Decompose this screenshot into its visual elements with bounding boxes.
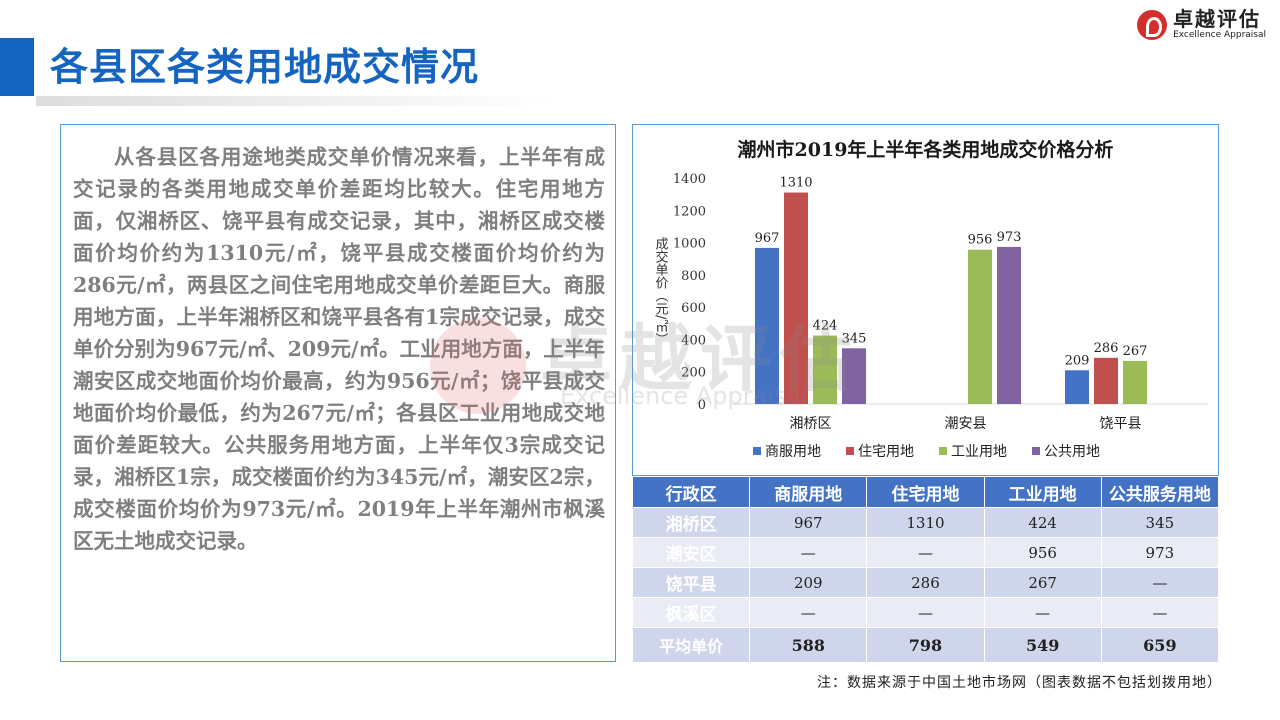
table-header-row: 行政区 商服用地 住宅用地 工业用地 公共服务用地 [631, 476, 1220, 508]
x-tick-label: 潮安县 [945, 416, 987, 432]
legend-swatch [939, 447, 947, 455]
bar-data-label: 286 [1094, 341, 1119, 356]
y-axis-label: 成交单价（元/㎡） [653, 237, 669, 345]
bar-data-label: 345 [842, 331, 867, 346]
legend-swatch [1032, 447, 1040, 455]
chart-bar [968, 249, 992, 404]
y-tick-label: 600 [681, 301, 706, 316]
chart-bar [784, 192, 808, 404]
legend-label: 商服用地 [765, 444, 821, 460]
table-header-cell: 商服用地 [749, 476, 868, 508]
x-tick-label: 湘桥区 [790, 416, 832, 432]
table-cell: — [749, 597, 868, 628]
table-row: 枫溪区 — — — — [631, 597, 1220, 628]
table-cell: 659 [1100, 627, 1220, 663]
logo-chinese-name: 卓越评估 [1173, 7, 1262, 31]
logo-icon [1137, 9, 1168, 40]
company-logo: 卓越评估 Excellence Appraisal [1137, 8, 1266, 41]
table-cell: 973 [1100, 537, 1220, 568]
bar-data-label: 973 [997, 230, 1022, 245]
y-tick-label: 0 [698, 398, 706, 413]
table-cell: 956 [983, 537, 1102, 568]
chart-bar [1123, 360, 1147, 404]
bar-data-label: 967 [755, 231, 780, 246]
legend-label: 工业用地 [951, 444, 1007, 460]
source-note: 注：数据来源于中国土地市场网（图表数据不包括划拨用地） [817, 675, 1222, 691]
table-cell: 967 [749, 507, 868, 538]
legend-swatch [846, 447, 854, 455]
table-row-header: 湘桥区 [631, 507, 751, 538]
page-title: 各县区各类用地成交情况 [50, 45, 480, 89]
table-row-header: 饶平县 [631, 567, 751, 598]
legend-swatch [753, 447, 761, 455]
table-row: 潮安区 — — 956 973 [631, 537, 1220, 568]
chart-title: 潮州市2019年上半年各类用地成交价格分析 [737, 139, 1114, 161]
title-accent-bar [0, 38, 34, 96]
table-row: 饶平县 209 286 267 — [631, 567, 1220, 598]
table-header-cell: 工业用地 [983, 476, 1102, 508]
y-tick-label: 200 [681, 366, 706, 381]
chart-bar [813, 335, 837, 404]
table-average-row: 平均单价 588 798 549 659 [631, 627, 1220, 663]
bar-data-label: 209 [1065, 353, 1090, 368]
table-cell: 798 [866, 627, 985, 663]
logo-text: 卓越评估 Excellence Appraisal [1173, 8, 1266, 41]
table-cell: — [1100, 597, 1220, 628]
table-header-cell: 公共服务用地 [1100, 476, 1220, 508]
y-tick-label: 400 [681, 333, 706, 348]
y-tick-label: 800 [681, 269, 706, 284]
table-row-header: 潮安区 [631, 537, 751, 568]
table-cell: 588 [749, 627, 868, 663]
table-cell: 286 [866, 567, 985, 598]
title-underline-shadow [36, 96, 556, 106]
price-table: 行政区 商服用地 住宅用地 工业用地 公共服务用地 湘桥区 967 1310 4… [631, 476, 1220, 663]
table-cell: — [866, 537, 985, 568]
table-header-cell: 住宅用地 [866, 476, 985, 508]
table-cell: 209 [749, 567, 868, 598]
bar-data-label: 956 [968, 233, 993, 248]
chart-bar [1094, 357, 1118, 404]
bar-data-label: 424 [813, 319, 838, 334]
bar-data-label: 267 [1123, 344, 1148, 359]
y-tick-label: 1000 [673, 237, 706, 252]
logo-english-name: Excellence Appraisal [1173, 30, 1266, 40]
legend-label: 公共用地 [1044, 444, 1100, 460]
table-row-header: 枫溪区 [631, 597, 751, 628]
legend-label: 住宅用地 [858, 444, 914, 460]
y-tick-label: 1200 [673, 204, 706, 219]
table-cell: 267 [983, 567, 1102, 598]
chart-bar [1065, 370, 1089, 404]
table-row: 湘桥区 967 1310 424 345 [631, 507, 1220, 538]
bar-chart-panel: 潮州市2019年上半年各类用地成交价格分析 0 200 400 600 800 1000 1… [632, 124, 1219, 476]
table-header-cell: 行政区 [631, 476, 751, 508]
chart-bar [842, 348, 866, 404]
table-cell: — [749, 537, 868, 568]
table-cell: 549 [983, 627, 1102, 663]
table-cell: 345 [1100, 507, 1220, 538]
table-cell: — [1100, 567, 1220, 598]
chart-bar [997, 246, 1021, 404]
analysis-paragraph: 从各县区各用途地类成交单价情况来看，上半年有成交记录的各类用地成交单价差距均比较… [73, 145, 605, 553]
table-cell: — [983, 597, 1102, 628]
table-cell: 424 [983, 507, 1102, 538]
table-cell: 1310 [866, 507, 985, 538]
x-tick-label: 饶平县 [1100, 416, 1142, 432]
chart-bar [755, 247, 779, 404]
bar-chart: 0 200 400 600 800 1000 1200 1400 成交单价（元/㎡） 967 131… [653, 172, 1208, 460]
table-row-header: 平均单价 [631, 627, 751, 663]
bar-data-label: 1310 [779, 176, 812, 191]
analysis-text-box: 从各县区各用途地类成交单价情况来看，上半年有成交记录的各类用地成交单价差距均比较… [60, 124, 616, 662]
y-tick-label: 1400 [673, 172, 706, 187]
table-cell: — [866, 597, 985, 628]
